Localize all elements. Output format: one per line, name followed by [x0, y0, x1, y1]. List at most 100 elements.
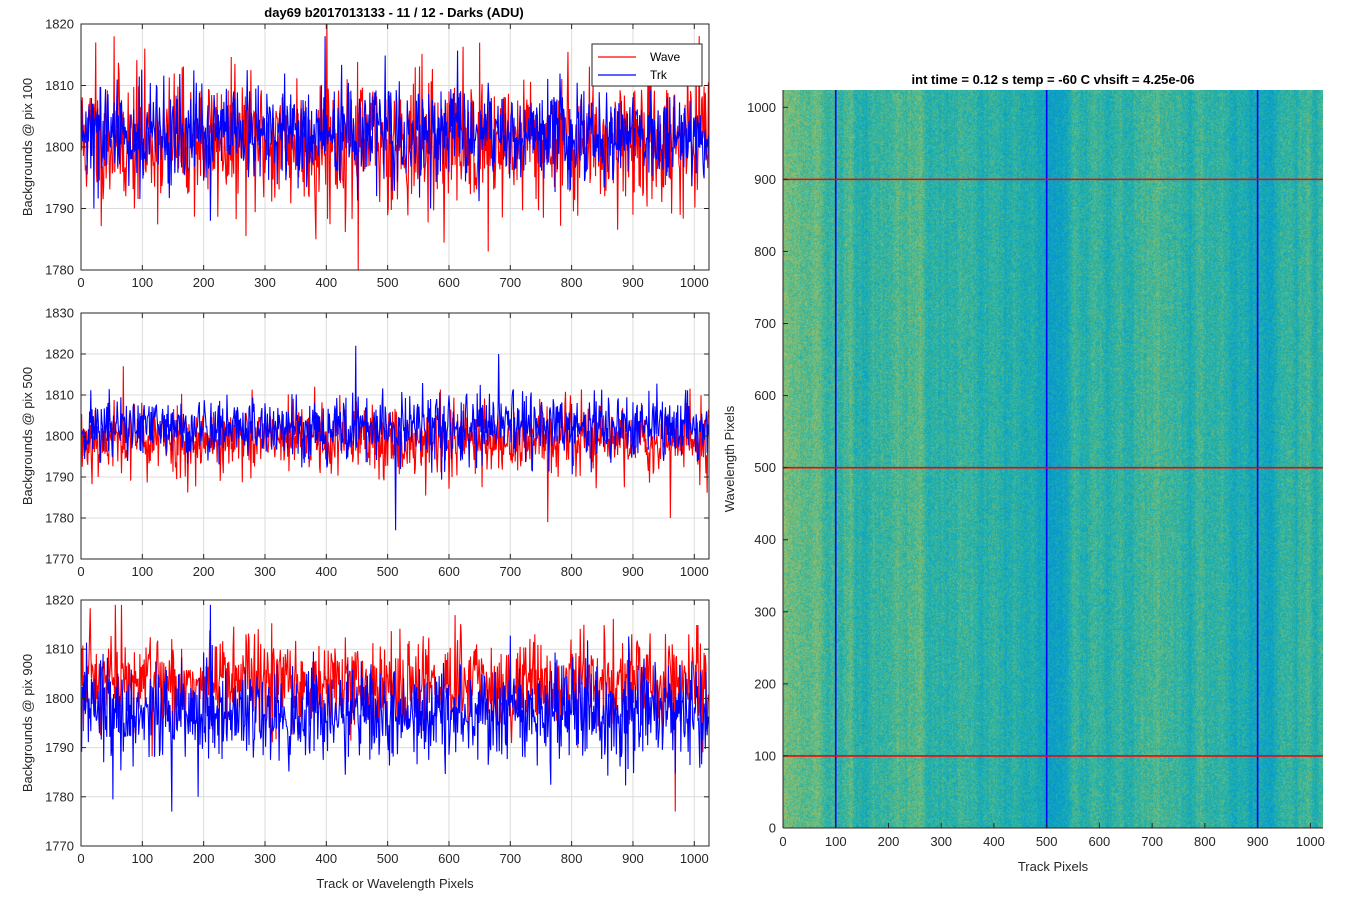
x-tick-label-8: 800 [561, 275, 583, 290]
x-tick-label-4: 400 [315, 851, 337, 866]
y-tick-label-0: 1780 [45, 263, 74, 278]
series-line-trk [81, 345, 709, 531]
y-tick-label-0: 1770 [45, 839, 74, 854]
y-tick-label-2: 1800 [45, 140, 74, 155]
hm-x-tick-label-8: 800 [1194, 834, 1216, 849]
x-tick-label-8: 800 [561, 564, 583, 579]
y-tick-label-2: 1790 [45, 740, 74, 755]
y-tick-label-3: 1800 [45, 429, 74, 444]
legend-label-wave: Wave [650, 50, 681, 64]
x-tick-label-0: 0 [77, 851, 84, 866]
hm-y-tick-label-3: 300 [754, 604, 776, 619]
y-tick-label-1: 1780 [45, 511, 74, 526]
hm-x-tick-label-1: 100 [825, 834, 847, 849]
y-tick-label-3: 1800 [45, 691, 74, 706]
hm-y-tick-label-9: 900 [754, 172, 776, 187]
plots-layer: 0 100 200 300 400 500 600 700 800 900 100017801790… [20, 17, 1325, 892]
line-panel-1: 0 100 200 300 400 500 600 700 800 900 1000 1780 1790… [20, 17, 710, 290]
x-tick-label-7: 700 [499, 564, 521, 579]
y-tick-label-4: 1820 [45, 17, 74, 32]
x-axis-label: Track or Wavelength Pixels [316, 876, 474, 891]
y-tick-label-3: 1810 [45, 78, 74, 93]
x-tick-label-2: 200 [193, 851, 215, 866]
hm-x-tick-label-7: 700 [1141, 834, 1163, 849]
x-tick-label-2: 200 [193, 564, 215, 579]
y-axis-label: Backgrounds @ pix 500 [20, 367, 35, 505]
x-tick-label-3: 300 [254, 564, 276, 579]
series-group [81, 604, 709, 812]
hm-x-tick-label-6: 600 [1089, 834, 1111, 849]
x-tick-label-9: 900 [622, 275, 644, 290]
figure-title: day69 b2017013133 - 11 / 12 - Darks (ADU… [264, 5, 523, 20]
heatmap-title: int time = 0.12 s temp = -60 C vhsift = … [912, 72, 1195, 87]
x-tick-label-9: 900 [622, 564, 644, 579]
hm-y-tick-label-6: 600 [754, 388, 776, 403]
x-tick-label-10: 1000 [680, 564, 709, 579]
x-tick-label-10: 1000 [680, 851, 709, 866]
y-tick-label-0: 1770 [45, 552, 74, 567]
hm-y-tick-label-8: 800 [754, 244, 776, 259]
y-tick-label-2: 1790 [45, 470, 74, 485]
x-tick-label-8: 800 [561, 851, 583, 866]
hm-x-tick-label-10: 1000 [1296, 834, 1325, 849]
legend: Wave Trk [591, 43, 703, 87]
y-axis-label: Backgrounds @ pix 900 [20, 654, 35, 792]
y-tick-label-5: 1820 [45, 593, 74, 608]
legend-label-trk: Trk [650, 68, 668, 82]
x-tick-label-5: 500 [377, 275, 399, 290]
line-panel-2: 0 100 200 300 400 500 600 700 800 900 1000 1770 1780… [20, 306, 710, 579]
hm-x-tick-label-5: 500 [1036, 834, 1058, 849]
hm-y-tick-label-5: 500 [754, 460, 776, 475]
x-tick-label-10: 1000 [680, 275, 709, 290]
hm-x-tick-label-9: 900 [1247, 834, 1269, 849]
hm-x-tick-label-2: 200 [878, 834, 900, 849]
hm-y-tick-label-7: 700 [754, 316, 776, 331]
axes-frame [80, 599, 710, 847]
legend-box [591, 43, 703, 87]
x-tick-label-0: 0 [77, 564, 84, 579]
x-tick-label-7: 700 [499, 851, 521, 866]
series-group [81, 345, 709, 531]
hm-x-tick-label-4: 400 [983, 834, 1005, 849]
series-line-trk [81, 604, 709, 812]
y-tick-label-6: 1830 [45, 306, 74, 321]
heatmap-y-axis-label: Wavelength Pixels [722, 405, 737, 512]
x-tick-label-5: 500 [377, 851, 399, 866]
x-tick-label-2: 200 [193, 275, 215, 290]
hm-y-tick-label-0: 0 [769, 821, 776, 836]
x-tick-label-0: 0 [77, 275, 84, 290]
series-line-trk [81, 36, 709, 221]
y-tick-label-5: 1820 [45, 347, 74, 362]
x-tick-label-3: 300 [254, 851, 276, 866]
y-tick-label-1: 1790 [45, 201, 74, 216]
y-tick-label-4: 1810 [45, 642, 74, 657]
x-tick-label-9: 900 [622, 851, 644, 866]
hm-y-tick-label-1: 100 [754, 748, 776, 763]
hm-x-tick-label-3: 300 [930, 834, 952, 849]
series-group [81, 24, 709, 270]
heatmap-panel: 0 100 200 300 400 500 600 700 800 900 1000 0 100 200 3… [722, 72, 1325, 874]
x-tick-label-1: 100 [131, 564, 153, 579]
hm-y-tick-label-2: 200 [754, 676, 776, 691]
heatmap-x-axis-label: Track Pixels [1018, 859, 1089, 874]
series-line-wave [81, 604, 709, 812]
hm-y-tick-label-4: 400 [754, 532, 776, 547]
x-tick-label-1: 100 [131, 275, 153, 290]
y-axis-label: Backgrounds @ pix 100 [20, 78, 35, 216]
x-tick-label-6: 600 [438, 564, 460, 579]
x-tick-label-4: 400 [315, 275, 337, 290]
x-tick-label-7: 700 [499, 275, 521, 290]
hm-y-tick-label-10: 1000 [747, 100, 776, 115]
y-tick-label-1: 1780 [45, 789, 74, 804]
line-panel-3: 0 100 200 300 400 500 600 700 800 900 1000 1770 1780… [20, 593, 710, 891]
hm-x-tick-label-0: 0 [779, 834, 786, 849]
x-tick-label-5: 500 [377, 564, 399, 579]
heatmap-image [783, 90, 1323, 828]
y-tick-label-4: 1810 [45, 388, 74, 403]
x-tick-label-3: 300 [254, 275, 276, 290]
x-tick-label-1: 100 [131, 851, 153, 866]
x-tick-label-4: 400 [315, 564, 337, 579]
x-tick-label-6: 600 [438, 851, 460, 866]
x-tick-label-6: 600 [438, 275, 460, 290]
